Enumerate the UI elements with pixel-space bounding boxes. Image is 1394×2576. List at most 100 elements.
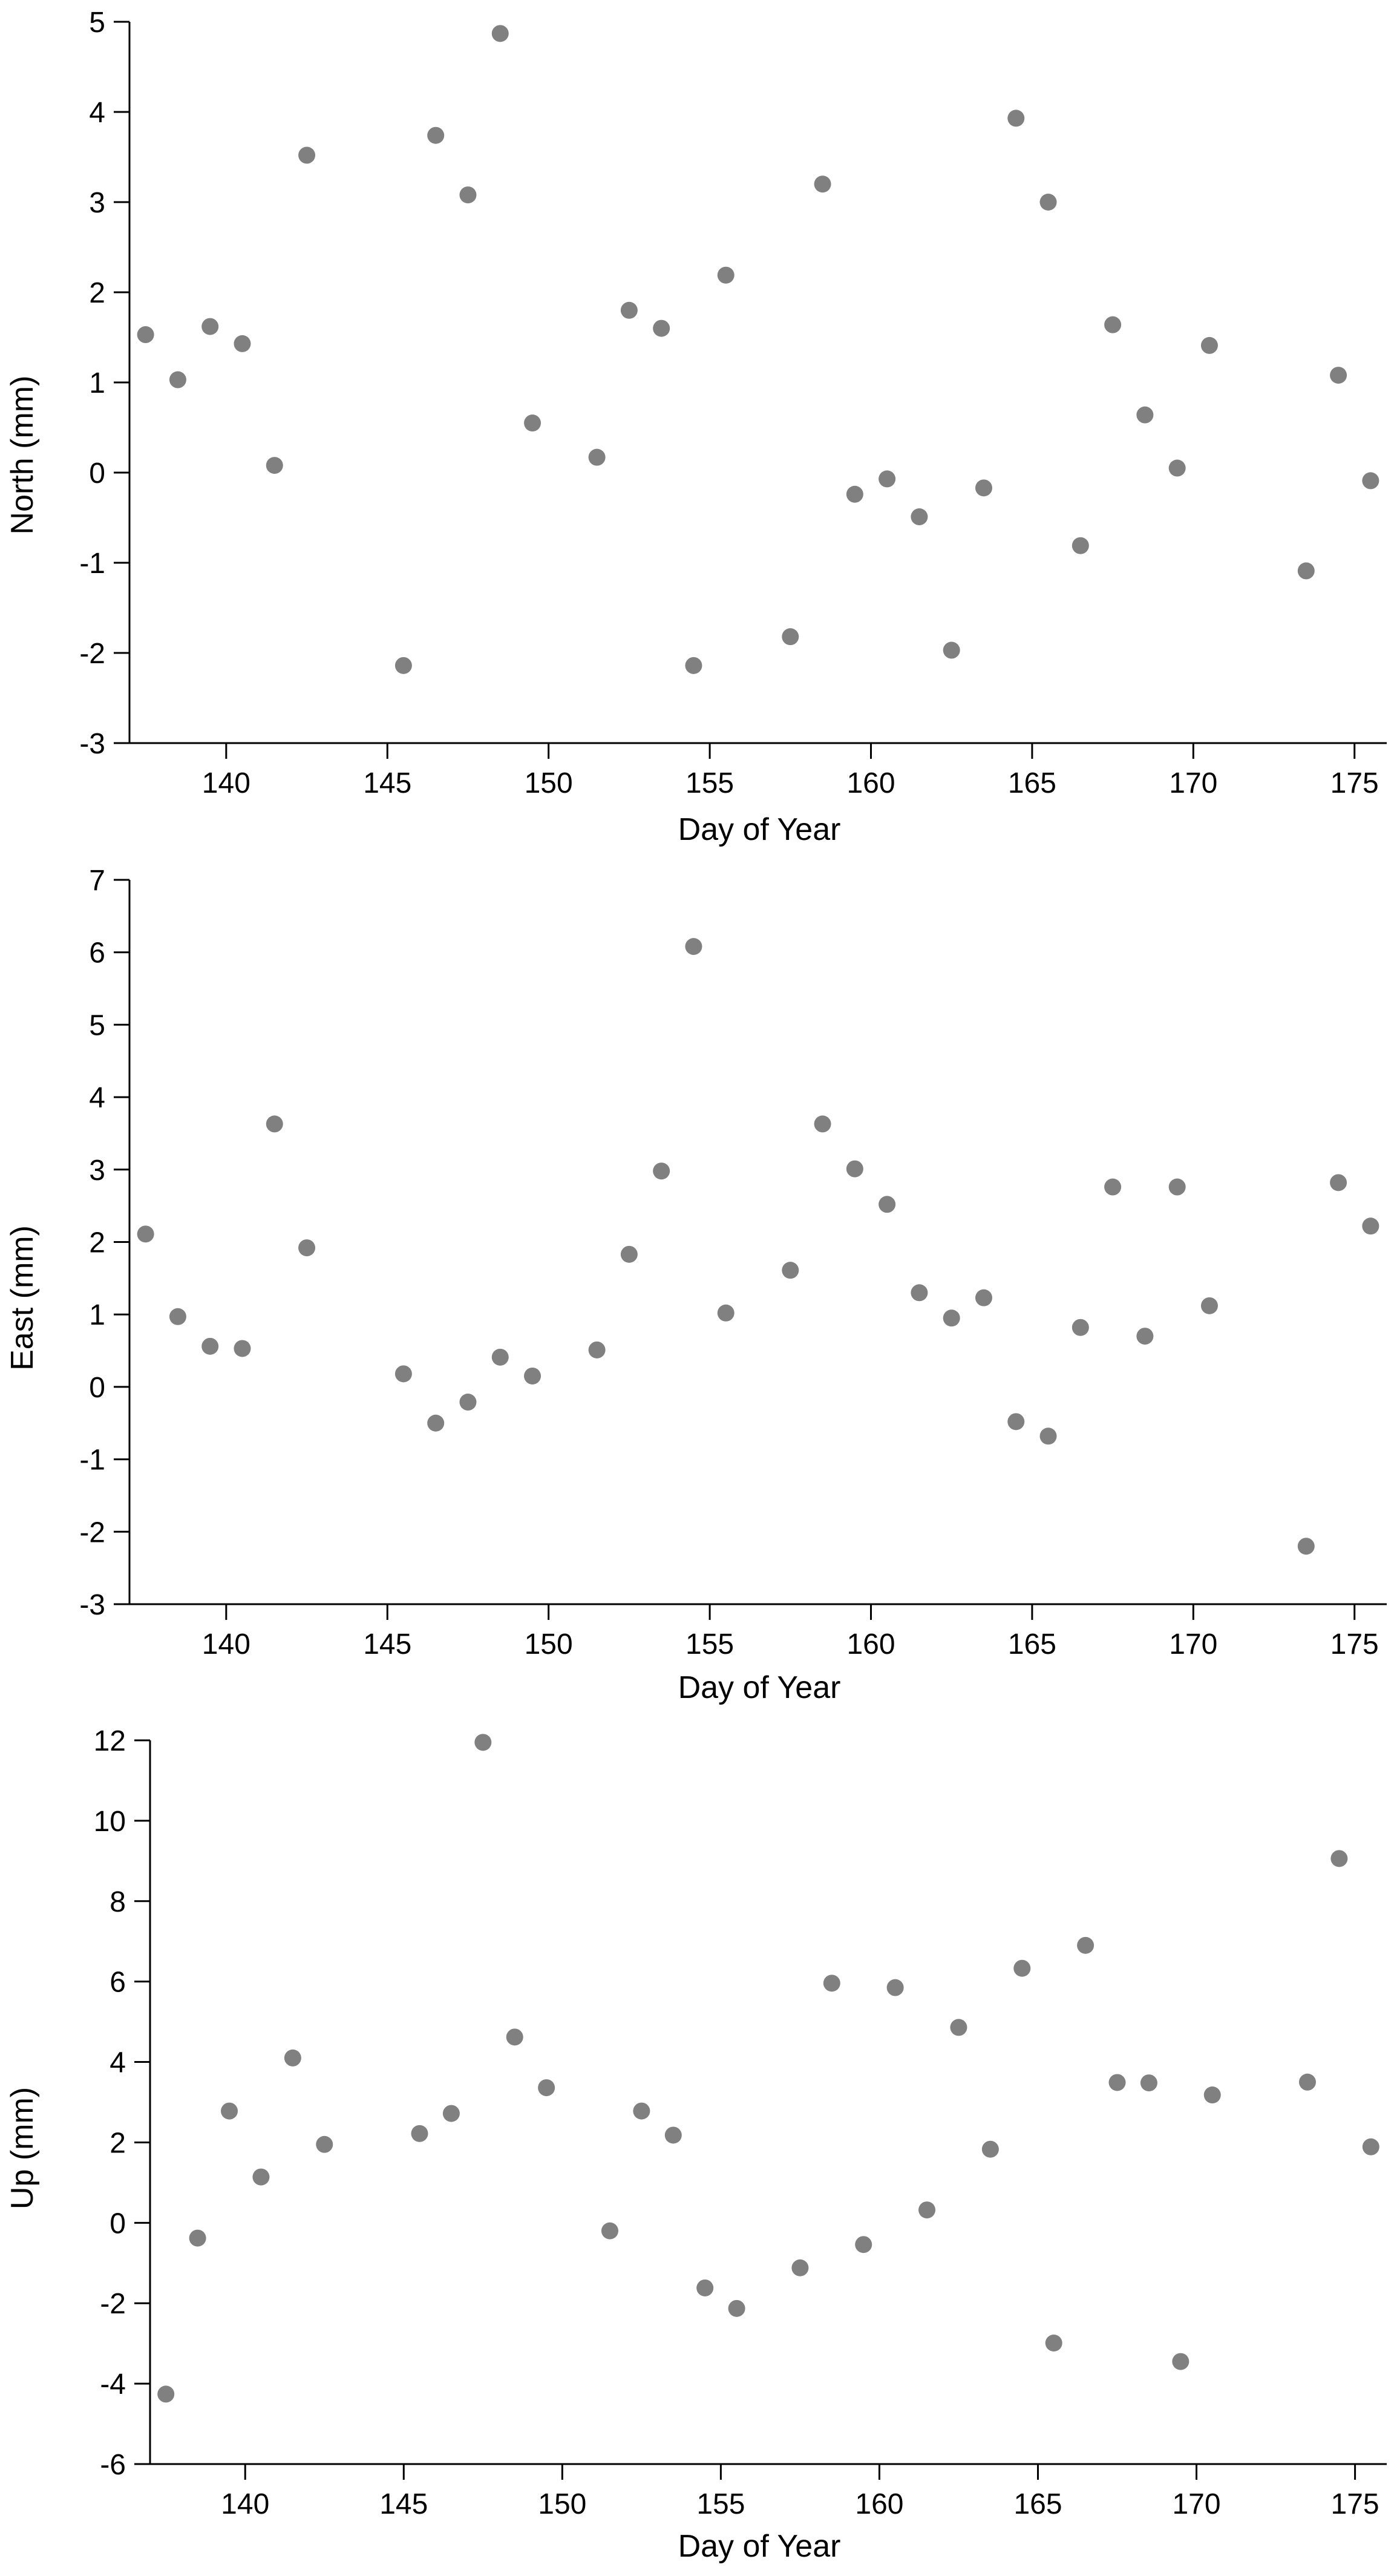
up-data-point	[1077, 1936, 1095, 1954]
up-data-point	[411, 2125, 428, 2142]
north-data-point	[459, 186, 477, 204]
up-panel: Up (mm) Day of Year -6 -4 -2 0 2 4 6 8 10 12 140 14…	[5, 1725, 1387, 2564]
east-data-point	[846, 1160, 863, 1178]
up-data-point	[506, 2028, 523, 2046]
up-data-point	[633, 2102, 650, 2120]
up-data-point	[664, 2126, 682, 2144]
north-data-point	[427, 126, 445, 144]
up-y-tick-label: 8	[110, 1886, 126, 1918]
up-y-tick-label: -2	[100, 2288, 126, 2320]
east-x-tick-label: 175	[1330, 1628, 1379, 1660]
north-data-point	[1330, 367, 1347, 384]
north-y-tick-label: 3	[89, 187, 105, 219]
north-x-tick-label: 165	[1008, 767, 1056, 799]
up-data-point	[601, 2222, 618, 2240]
east-x-tick-label: 160	[846, 1628, 895, 1660]
up-y-tick-label: 0	[110, 2207, 126, 2240]
north-x-tick-label: 150	[525, 767, 573, 799]
east-data-point	[911, 1284, 928, 1302]
east-data-point	[137, 1225, 154, 1243]
north-x-tick-label: 170	[1169, 767, 1217, 799]
up-x-tick-label: 160	[855, 2488, 903, 2520]
up-data-point	[474, 1734, 492, 1751]
east-y-tick-label: 4	[89, 1082, 105, 1114]
north-data-point	[266, 457, 283, 474]
north-data-point	[685, 657, 702, 674]
up-data-point	[221, 2102, 238, 2120]
up-data-point	[950, 2019, 967, 2036]
up-x-tick-label: 150	[538, 2488, 586, 2520]
north-data-point	[201, 318, 219, 335]
east-data-point	[975, 1289, 992, 1306]
north-data-point	[137, 326, 154, 344]
up-data-point	[981, 2140, 999, 2158]
east-data-point	[1104, 1178, 1122, 1196]
east-y-tick-label: -3	[79, 1589, 105, 1621]
east-y-tick-label: 6	[89, 937, 105, 969]
east-data-point	[1136, 1328, 1154, 1345]
up-data-point	[189, 2229, 206, 2247]
north-data-point	[911, 508, 928, 526]
north-data-point	[234, 335, 251, 352]
up-x-axis-label: Day of Year	[678, 2529, 841, 2564]
east-data-point	[1168, 1178, 1186, 1196]
north-data-point	[1168, 459, 1186, 477]
east-panel: East (mm) Day of Year -3 -2 -1 0 1 2 3 4 5 6 7 140 1…	[5, 865, 1387, 1705]
east-y-tick-label: 5	[89, 1009, 105, 1041]
east-data-point	[266, 1115, 283, 1133]
north-data-point	[620, 301, 638, 319]
east-x-tick-label: 150	[525, 1628, 573, 1660]
up-data-point	[1013, 1959, 1031, 1977]
north-data-point	[975, 479, 992, 497]
north-data-point	[782, 628, 799, 646]
north-y-tick-label: 5	[89, 7, 105, 39]
east-data-point	[1200, 1297, 1218, 1314]
east-data-point	[1072, 1319, 1089, 1336]
north-x-axis-label: Day of Year	[678, 812, 841, 847]
north-x-tick-label: 155	[686, 767, 734, 799]
north-y-tick-label: -2	[79, 638, 105, 670]
north-x-tick-label: 140	[202, 767, 250, 799]
up-y-tick-label: 10	[94, 1806, 126, 1838]
up-data-point	[1140, 2074, 1157, 2092]
up-data-point	[442, 2105, 460, 2122]
north-x-tick-label: 145	[363, 767, 411, 799]
up-y-tick-label: 4	[110, 2047, 126, 2079]
up-data-point	[728, 2299, 745, 2317]
east-x-axis-label: Day of Year	[678, 1670, 841, 1705]
up-data-point	[252, 2168, 270, 2186]
east-data-point	[814, 1115, 831, 1133]
north-y-tick-label: 4	[89, 97, 105, 129]
up-x-tick-label: 155	[696, 2488, 745, 2520]
east-y-tick-label: 1	[89, 1299, 105, 1331]
north-data-point	[1007, 110, 1025, 127]
east-data-point	[588, 1341, 606, 1358]
up-data-point	[157, 2385, 175, 2403]
north-data-point	[717, 266, 735, 284]
north-data-point	[1072, 537, 1089, 554]
north-data-point	[879, 470, 896, 488]
north-x-tick-label: 175	[1330, 767, 1379, 799]
north-y-tick-label: 2	[89, 277, 105, 309]
up-x-tick-label: 170	[1172, 2488, 1220, 2520]
up-data-point	[823, 1975, 840, 1992]
north-data-point	[1362, 472, 1379, 490]
east-data-point	[427, 1414, 445, 1432]
north-y-axis-label: North (mm)	[5, 376, 40, 535]
north-data-point	[814, 175, 831, 193]
north-data-point	[943, 641, 960, 659]
up-data-point	[1362, 2138, 1379, 2155]
east-data-point	[685, 938, 702, 955]
up-x-tick-label: 140	[221, 2488, 269, 2520]
up-data-point	[316, 2135, 333, 2153]
up-data-point	[918, 2201, 936, 2219]
up-data-point	[1330, 1850, 1348, 1867]
north-data-point	[588, 448, 606, 466]
east-y-tick-label: 3	[89, 1155, 105, 1187]
up-x-tick-label: 175	[1331, 2488, 1379, 2520]
east-y-tick-label: -2	[79, 1516, 105, 1549]
north-data-point	[1039, 194, 1057, 211]
east-y-tick-label: -1	[79, 1444, 105, 1476]
up-data-point	[1203, 2086, 1221, 2104]
